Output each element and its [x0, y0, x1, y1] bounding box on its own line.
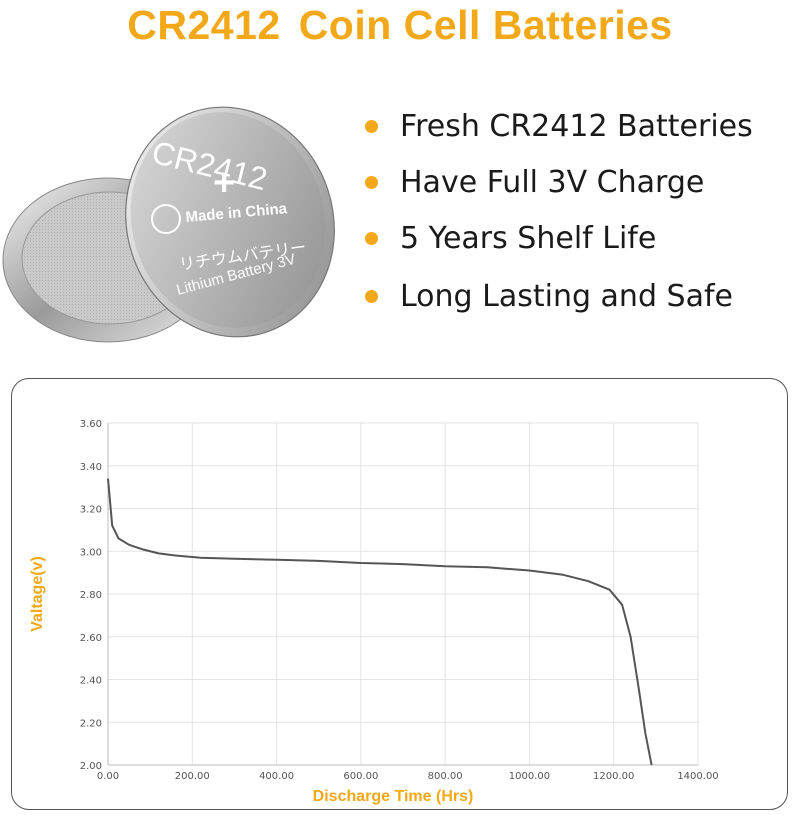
x-tick-label: 400.00: [259, 771, 294, 782]
y-tick-label: 2.60: [80, 633, 102, 644]
battery-plus-text: +: [213, 162, 235, 204]
x-tick-label: 1400.00: [677, 771, 718, 782]
feature-item: 5 Years Shelf Life: [365, 218, 656, 258]
bullet-dot: [365, 119, 378, 133]
x-tick-label: 0.00: [97, 771, 119, 782]
x-tick-label: 800.00: [428, 771, 463, 782]
discharge-chart: 2.00 2.20 2.40 2.60 2.80 3.00 3.20 3.40 3.60 0.00…: [29, 419, 719, 805]
bullet-dot: [365, 175, 378, 189]
x-axis-label: Discharge Time (Hrs): [313, 788, 474, 805]
discharge-curve-line: [107, 478, 653, 766]
y-tick-label: 3.40: [80, 462, 102, 473]
y-tick-label: 2.20: [80, 718, 102, 729]
feature-text: Long Lasting and Safe: [400, 278, 733, 314]
title-text: Coin Cell Batteries: [298, 2, 673, 48]
bullet-dot: [365, 231, 378, 245]
x-tick-label: 200.00: [175, 771, 210, 782]
y-tick-label: 3.60: [80, 419, 102, 430]
feature-text: Fresh CR2412 Batteries: [400, 108, 753, 144]
y-tick-label: 2.00: [80, 761, 102, 772]
feature-item: Fresh CR2412 Batteries: [365, 106, 753, 146]
y-axis-label: Valtage(v): [29, 556, 46, 632]
y-tick-label: 2.40: [80, 676, 102, 687]
x-tick-label: 1200.00: [593, 771, 634, 782]
chart-frame: 2.00 2.20 2.40 2.60 2.80 3.00 3.20 3.40 3.60 0.00…: [11, 378, 788, 810]
x-tick-label: 1000.00: [509, 771, 550, 782]
feature-item: Long Lasting and Safe: [365, 276, 733, 316]
title-model: CR2412: [127, 2, 281, 48]
feature-text: Have Full 3V Charge: [400, 164, 705, 200]
front-coin-face: [130, 112, 326, 328]
feature-item: Have Full 3V Charge: [365, 162, 704, 202]
x-tick-label: 600.00: [343, 771, 378, 782]
bullet-dot: [365, 289, 378, 303]
feature-text: 5 Years Shelf Life: [400, 220, 657, 256]
battery-illustration: CR2412 + Made in China リチウムバテリー Lithium …: [2, 106, 335, 343]
y-tick-label: 3.00: [80, 547, 102, 558]
page-title: CR2412 Coin Cell Batteries: [0, 2, 800, 49]
y-tick-label: 2.80: [80, 590, 102, 601]
y-tick-label: 3.20: [80, 505, 102, 516]
family-icon: [151, 204, 181, 234]
